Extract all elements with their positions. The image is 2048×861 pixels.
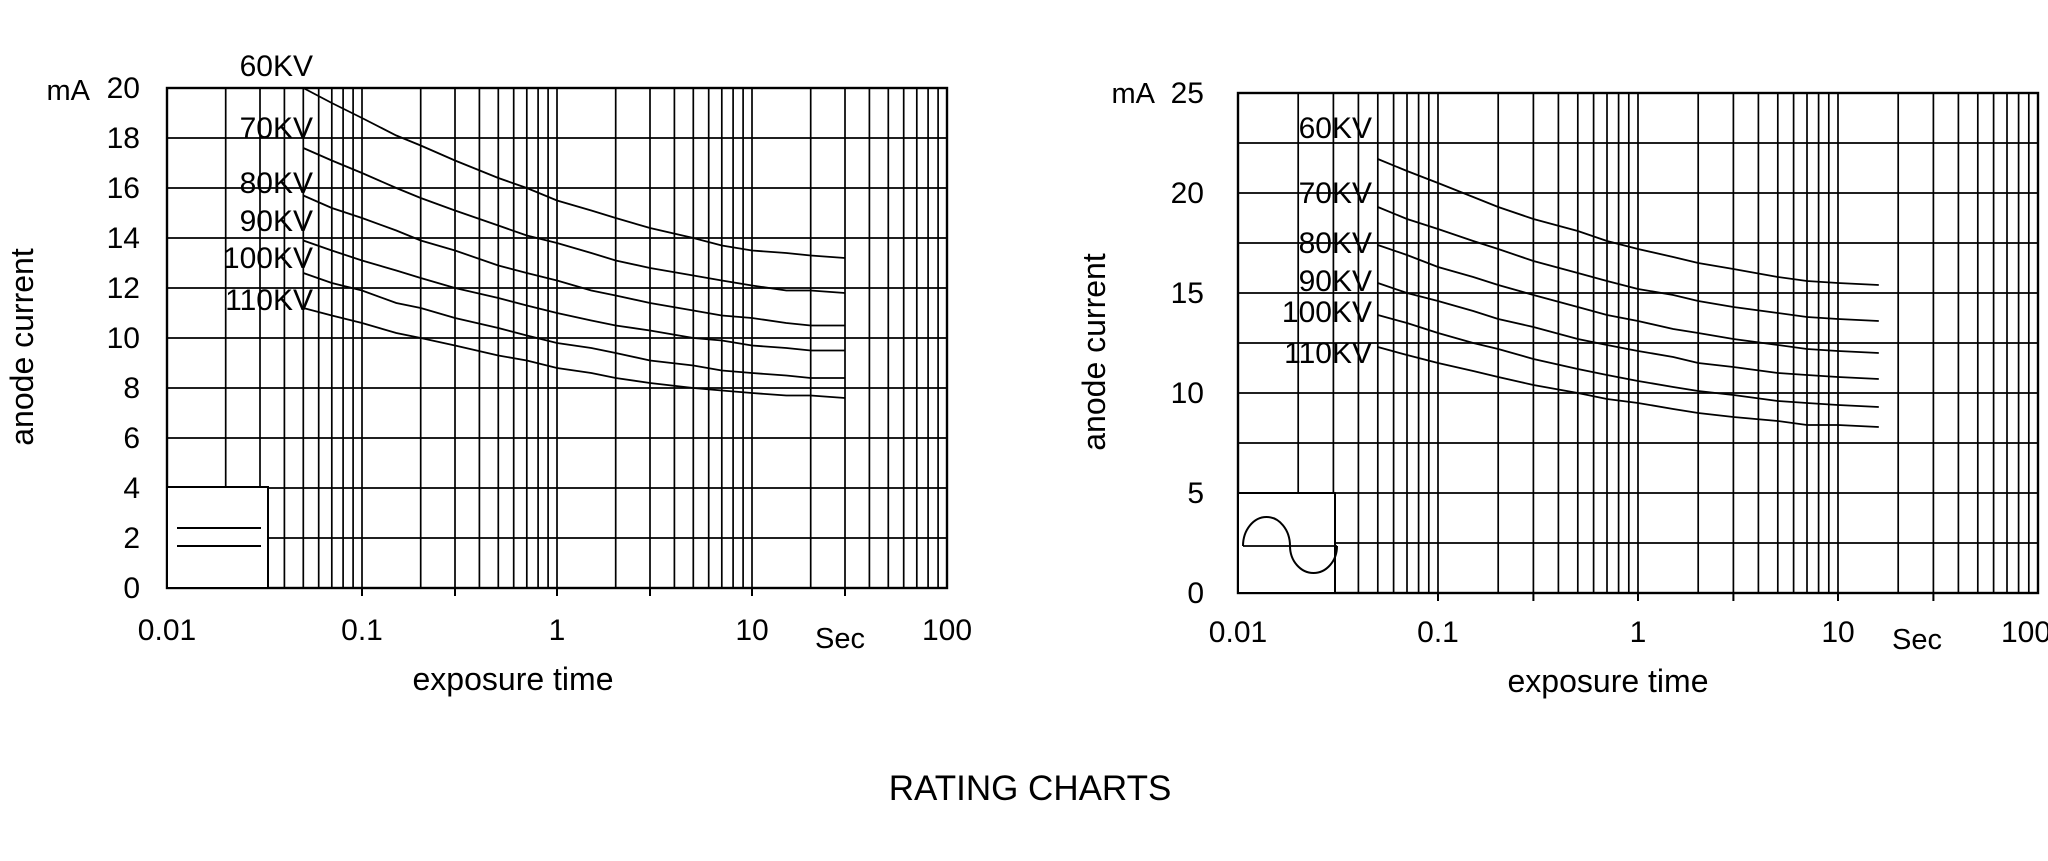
curve-80KV xyxy=(302,194,845,327)
y-tick-label: 20 xyxy=(1171,177,1204,210)
grid-lines xyxy=(1238,93,2038,593)
x-tick-label: 1 xyxy=(1630,616,1647,649)
y-tick-label: 0 xyxy=(123,572,140,605)
curve-label-70KV: 70KV xyxy=(240,112,313,145)
x-tick-label: 100 xyxy=(2001,616,2048,649)
curve-90KV xyxy=(303,239,845,352)
y-tick-label: 14 xyxy=(107,222,140,255)
curve-60KV xyxy=(1377,158,1879,286)
waveform-legend-box xyxy=(166,486,269,589)
plot-border xyxy=(165,86,949,590)
curve-70KV xyxy=(302,147,846,294)
curve-label-110KV: 110KV xyxy=(225,284,313,317)
x-tick-label: 0.1 xyxy=(341,614,383,647)
curve-100KV xyxy=(303,272,845,379)
curve-label-100KV: 100KV xyxy=(1282,296,1372,329)
grid-lines xyxy=(167,88,947,588)
y-tick-label: 16 xyxy=(107,172,140,205)
y-tick-label: 10 xyxy=(107,322,140,355)
y-tick-label: 2 xyxy=(123,522,140,555)
curve-80KV xyxy=(1377,244,1879,354)
x-tick-label: 1 xyxy=(549,614,566,647)
x-tick-label: 0.01 xyxy=(138,614,196,647)
x-axis-ticks xyxy=(1437,593,1935,601)
x-tick-label: 0.01 xyxy=(1209,616,1267,649)
rating-chart-left: 60KV70KV80KV90KV100KV110KV20181614121086… xyxy=(4,50,972,697)
curve-label-100KV: 100KV xyxy=(223,242,313,275)
y-tick-label: 10 xyxy=(1171,377,1204,410)
x-tick-label: 10 xyxy=(1821,616,1854,649)
y-tick-label: 5 xyxy=(1187,477,1204,510)
y-tick-label: 12 xyxy=(107,272,140,305)
rating-curves xyxy=(1377,158,1879,428)
y-axis-title: anode current xyxy=(4,248,40,446)
curve-label-60KV: 60KV xyxy=(240,50,313,83)
y-tick-label: 20 xyxy=(107,72,140,105)
curve-90KV xyxy=(1377,282,1879,380)
y-tick-label: 0 xyxy=(1187,577,1204,610)
curve-110KV xyxy=(303,307,846,399)
x-tick-label: 0.1 xyxy=(1417,616,1459,649)
page-title: RATING CHARTS xyxy=(889,769,1172,808)
x-unit-label: Sec xyxy=(1892,624,1942,656)
ac-sine-waveform-icon xyxy=(1242,516,1338,574)
waveform-legend-box xyxy=(1237,492,1336,594)
y-tick-label: 25 xyxy=(1171,77,1204,110)
y-unit-label: mA xyxy=(1112,78,1156,110)
curve-label-90KV: 90KV xyxy=(240,205,313,238)
waveform-legend xyxy=(1237,492,1338,594)
x-tick-label: 100 xyxy=(922,614,972,647)
curve-label-90KV: 90KV xyxy=(1299,265,1372,298)
curve-70KV xyxy=(1377,206,1879,322)
curve-label-70KV: 70KV xyxy=(1299,177,1372,210)
waveform-legend xyxy=(166,486,269,589)
y-tick-label: 4 xyxy=(123,472,140,505)
x-axis-title: exposure time xyxy=(1508,663,1709,699)
y-tick-label: 6 xyxy=(123,422,140,455)
x-tick-label: 10 xyxy=(735,614,768,647)
x-axis-ticks xyxy=(361,588,846,596)
curve-60KV xyxy=(302,87,846,259)
y-tick-label: 8 xyxy=(123,372,140,405)
curve-label-80KV: 80KV xyxy=(1299,227,1372,260)
y-unit-label: mA xyxy=(47,75,91,107)
y-tick-label: 18 xyxy=(107,122,140,155)
x-unit-label: Sec xyxy=(815,623,865,655)
curve-label-110KV: 110KV xyxy=(1284,337,1372,370)
curve-label-80KV: 80KV xyxy=(240,167,313,200)
plot-border xyxy=(1236,91,2040,595)
curve-110KV xyxy=(1377,346,1879,428)
x-axis-title: exposure time xyxy=(413,661,614,697)
y-tick-label: 15 xyxy=(1171,277,1204,310)
y-axis-title: anode current xyxy=(1076,253,1112,451)
curve-100KV xyxy=(1377,314,1879,408)
rating-curves xyxy=(302,87,846,399)
curve-label-60KV: 60KV xyxy=(1299,112,1372,145)
